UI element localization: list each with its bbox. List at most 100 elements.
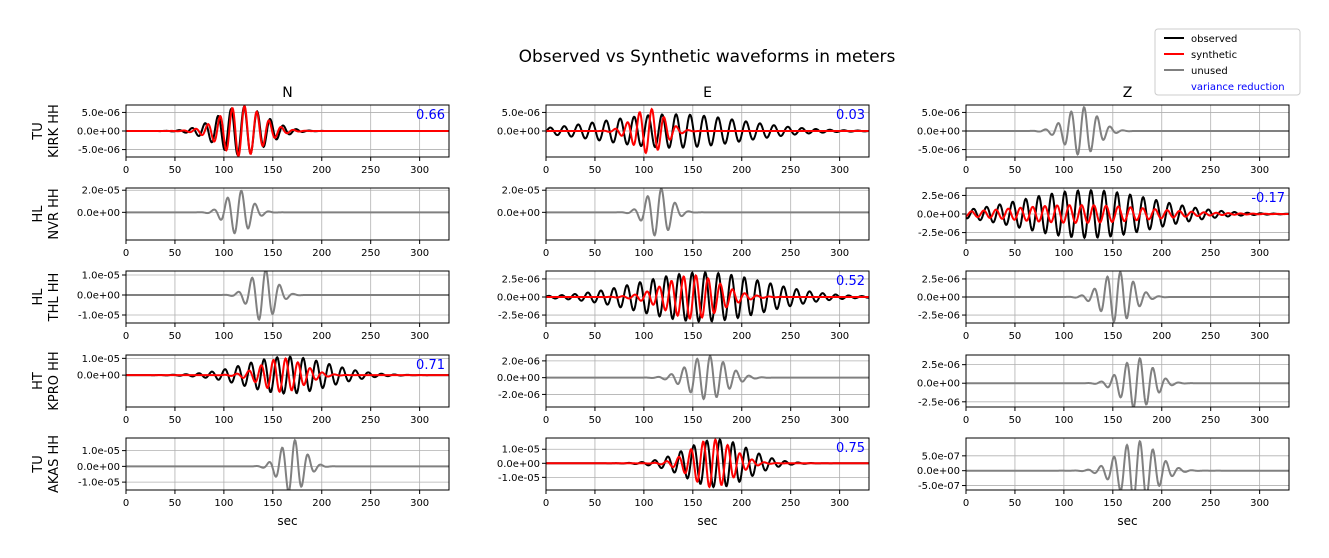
x-tick-label: 250 [781, 415, 800, 426]
panel-r4-c1: 0 50 100 150 200 250 300 1.0e-05 0.0e+00 -1.0e-05… [497, 437, 870, 509]
y-tick-label: -5.0e-06 [918, 145, 960, 156]
x-tick-label: 0 [123, 165, 129, 176]
y-tick-label: 0.0e+00 [77, 371, 120, 382]
y-tick-label: -2.5e-06 [918, 228, 960, 239]
observed-trace [546, 271, 869, 323]
x-tick-label: 100 [214, 248, 233, 259]
y-tick-label: 0.0e+00 [917, 293, 960, 304]
y-tick-label: 0.0e+00 [497, 373, 540, 384]
x-tick-label: 250 [781, 248, 800, 259]
y-tick-label: 1.0e-05 [82, 271, 120, 282]
x-tick-label: 250 [1201, 498, 1220, 509]
panel-frame [125, 270, 450, 324]
x-tick-label: 250 [361, 165, 380, 176]
x-tick-label: 100 [214, 498, 233, 509]
x-tick-label: 150 [263, 248, 282, 259]
y-tick-label: -2.0e-06 [498, 390, 540, 401]
x-tick-label: 50 [589, 331, 602, 342]
y-tick-label: 2.0e-05 [82, 186, 120, 197]
variance-reduction-value: 0.75 [836, 441, 865, 456]
x-tick-label: 0 [123, 331, 129, 342]
x-tick-label: 50 [589, 165, 602, 176]
x-tick-label: 200 [312, 498, 331, 509]
x-tick-label: 300 [410, 165, 429, 176]
y-tick-label: 0.0e+00 [917, 466, 960, 477]
x-tick-label: 0 [963, 415, 969, 426]
x-tick-label: 50 [1009, 498, 1022, 509]
panel-r3-c1: 0 50 100 150 200 250 300 2.0e-06 0.0e+00 -2.0e-06 [497, 354, 870, 426]
y-tick-label: 0.0e+00 [497, 293, 540, 304]
panel-frame [965, 104, 1290, 158]
y-tick-label: -2.5e-06 [918, 311, 960, 322]
x-tick-label: 100 [634, 415, 653, 426]
panel-r2-c2: 0 50 100 150 200 250 300 2.5e-06 0.0e+00 -2.5e-06 [917, 270, 1290, 342]
panel-r3-c2: 0 50 100 150 200 250 300 2.5e-06 0.0e+00 -2.5e-06 [917, 354, 1290, 426]
unused-trace [546, 355, 869, 401]
x-tick-label: 150 [263, 415, 282, 426]
y-tick-label: 1.0e-05 [82, 354, 120, 365]
column-header-e: E [703, 85, 712, 101]
panel-frame [965, 187, 1290, 241]
x-tick-label: 300 [1250, 498, 1269, 509]
legend-variance-reduction-label: variance reduction [1191, 82, 1285, 93]
x-tick-label: 150 [1103, 498, 1122, 509]
y-tick-label: 5.0e-07 [922, 451, 960, 462]
x-tick-label: 300 [1250, 331, 1269, 342]
x-tick-label: 300 [830, 331, 849, 342]
panel-r0-c0: 0 50 100 150 200 250 300 5.0e-06 0.0e+00 -5.0e-06… [77, 104, 450, 176]
x-axis-label: sec [1117, 514, 1137, 528]
x-tick-label: 200 [1152, 165, 1171, 176]
y-tick-label: 0.0e+00 [77, 208, 120, 219]
panel-r1-c1: 0 50 100 150 200 250 300 2.0e-05 0.0e+00 [497, 186, 870, 259]
panel-r1-c2: 0 50 100 150 200 250 300 2.5e-06 0.0e+00 -2.5e-06… [917, 187, 1290, 259]
x-tick-label: 0 [963, 248, 969, 259]
y-tick-label: 0.0e+00 [497, 127, 540, 138]
x-tick-label: 50 [1009, 415, 1022, 426]
synthetic-trace [546, 438, 869, 489]
x-tick-label: 0 [543, 331, 549, 342]
panel-r0-c2: 0 50 100 150 200 250 300 5.0e-06 0.0e+00 -5.0e-06 [917, 104, 1290, 176]
x-tick-label: 250 [1201, 165, 1220, 176]
x-tick-label: 300 [410, 498, 429, 509]
unused-trace [546, 188, 869, 237]
y-tick-label: -2.5e-06 [498, 311, 540, 322]
x-tick-label: 250 [781, 498, 800, 509]
variance-reduction-value: 0.03 [836, 108, 865, 123]
column-header-z: Z [1123, 85, 1133, 101]
y-tick-label: 5.0e-06 [922, 108, 960, 119]
legend-synthetic-label: synthetic [1191, 50, 1237, 61]
x-tick-label: 200 [312, 415, 331, 426]
x-tick-label: 50 [169, 165, 182, 176]
x-tick-label: 200 [732, 248, 751, 259]
x-tick-label: 250 [1201, 415, 1220, 426]
x-tick-label: 300 [830, 415, 849, 426]
panel-frame [125, 187, 450, 241]
panel-frame [125, 354, 450, 408]
y-tick-label: 2.5e-06 [922, 274, 960, 285]
x-tick-label: 250 [1201, 331, 1220, 342]
y-tick-label: 0.0e+00 [917, 127, 960, 138]
x-tick-label: 300 [1250, 165, 1269, 176]
x-tick-label: 0 [543, 415, 549, 426]
x-tick-label: 50 [1009, 248, 1022, 259]
x-tick-label: 250 [361, 498, 380, 509]
y-tick-label: 0.0e+00 [497, 208, 540, 219]
x-tick-label: 150 [263, 498, 282, 509]
panel-frame [545, 187, 870, 241]
figure-title: Observed vs Synthetic waveforms in meter… [519, 47, 896, 67]
panel-r2-c1: 0 50 100 150 200 250 300 2.5e-06 0.0e+00 -2.5e-06… [497, 270, 870, 342]
x-tick-label: 200 [312, 165, 331, 176]
x-tick-label: 0 [543, 165, 549, 176]
panel-r4-c0: 0 50 100 150 200 250 300 1.0e-05 0.0e+00 -1.0e-05 [77, 437, 450, 509]
y-tick-label: -5.0e-07 [918, 481, 960, 492]
x-tick-label: 0 [543, 498, 549, 509]
x-tick-label: 300 [830, 248, 849, 259]
x-tick-label: 0 [543, 248, 549, 259]
panel-r3-c0: 0 50 100 150 200 250 300 1.0e-05 0.0e+00 0.71 [77, 354, 450, 426]
x-tick-label: 150 [263, 165, 282, 176]
unused-trace [126, 189, 449, 235]
x-tick-label: 0 [963, 498, 969, 509]
y-tick-label: 0.0e+00 [77, 291, 120, 302]
x-tick-label: 150 [1103, 248, 1122, 259]
y-tick-label: -1.0e-05 [78, 478, 120, 489]
